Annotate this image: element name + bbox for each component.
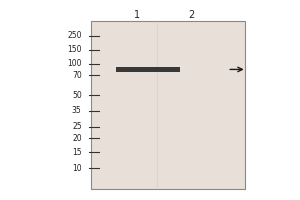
Text: 250: 250 (67, 31, 82, 40)
Text: 70: 70 (72, 71, 82, 80)
Text: 150: 150 (67, 45, 82, 54)
Bar (116, 67, 180, 72)
Text: 15: 15 (72, 148, 82, 157)
Text: 2: 2 (188, 10, 195, 20)
FancyBboxPatch shape (91, 21, 245, 189)
Text: 20: 20 (72, 134, 82, 143)
Text: 50: 50 (72, 91, 82, 100)
Text: 10: 10 (72, 164, 82, 173)
Text: 100: 100 (67, 59, 82, 68)
Text: 1: 1 (134, 10, 140, 20)
Text: 35: 35 (72, 106, 82, 115)
Text: 25: 25 (72, 122, 82, 131)
